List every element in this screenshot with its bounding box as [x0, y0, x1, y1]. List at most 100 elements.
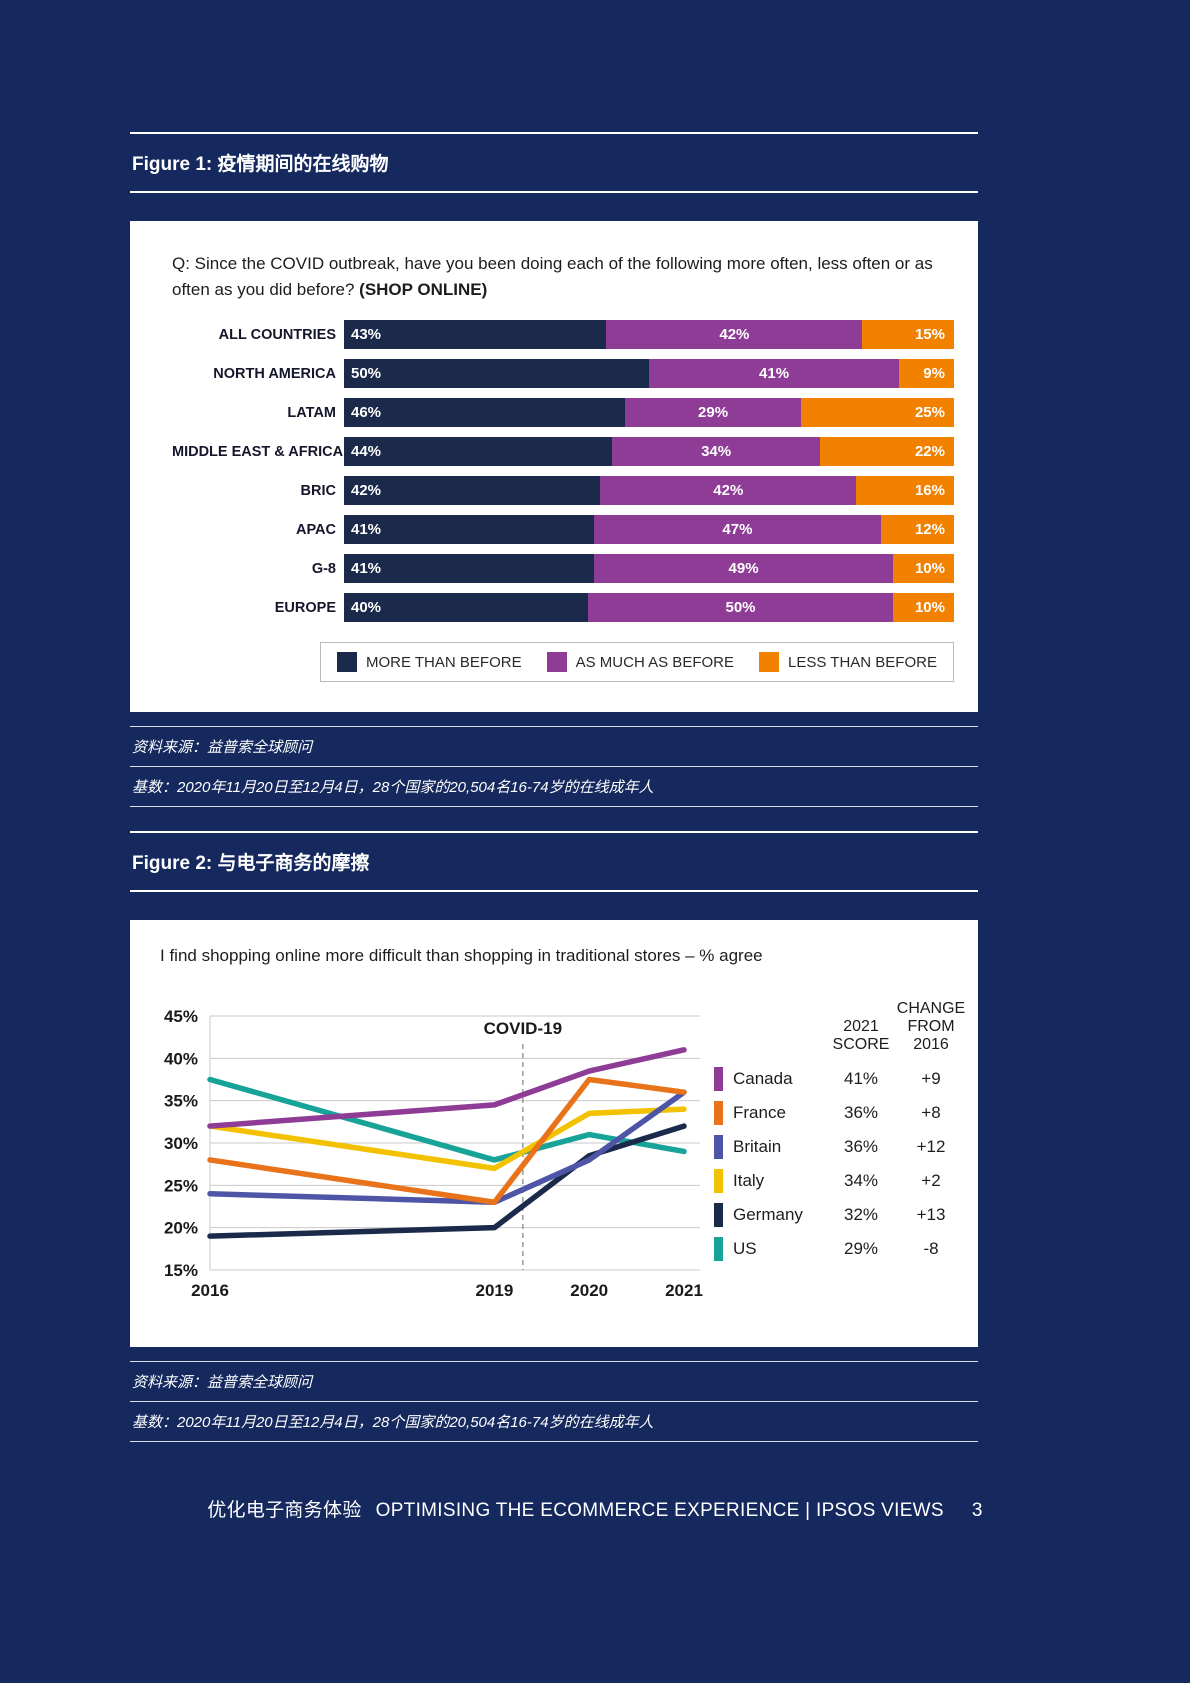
legend-swatch	[759, 652, 780, 672]
bar-category-label: G-8	[311, 560, 336, 577]
legend-item: MORE THAN BEFORE	[337, 652, 522, 672]
bar-segment-more-than-before: 50%	[344, 359, 649, 388]
line-legend-country: France	[714, 1100, 830, 1125]
bar-track: 50% 41% 9%	[344, 359, 954, 388]
line-legend-row: US 29% -8	[714, 1232, 970, 1266]
bar-value-label: 29%	[698, 404, 729, 421]
bar-track: 41% 49% 10%	[344, 554, 954, 583]
x-axis-tick-label: 2021	[665, 1281, 703, 1300]
bar-value-label: 9%	[923, 365, 945, 382]
line-legend-country-label: Canada	[733, 1068, 793, 1088]
bar-row: EUROPE 40% 50% 10%	[172, 593, 954, 622]
bar-value-label: 44%	[351, 443, 382, 460]
bar-value-label: 40%	[351, 599, 382, 616]
legend-swatch	[337, 652, 357, 672]
series-line-france	[207, 1076, 687, 1206]
line-legend-row: Canada 41% +9	[714, 1062, 970, 1096]
bar-value-label: 16%	[914, 482, 945, 499]
line-legend-score: 32%	[843, 1204, 879, 1224]
bar-value-label: 42%	[351, 482, 382, 499]
bar-track: 44% 34% 22%	[344, 437, 954, 466]
covid-annotation-label: COVID-19	[484, 1019, 562, 1038]
figure1-question: Q: Since the COVID outbreak, have you be…	[172, 251, 947, 302]
line-legend-swatch	[714, 1236, 723, 1261]
legend-label: LESS THAN BEFORE	[788, 653, 937, 671]
bar-chart-legend: MORE THAN BEFORE AS MUCH AS BEFORE LESS TH…	[320, 642, 954, 682]
line-chart: 15% 20% 25% 30% 35% 40% 45% 2016 2019 2020 2021 COV…	[152, 970, 712, 1319]
bar-value-label: 41%	[759, 365, 790, 382]
bar-row: NORTH AMERICA 50% 41% 9%	[172, 359, 954, 388]
bar-value-label: 46%	[351, 404, 382, 421]
bar-value-label: 42%	[719, 326, 750, 343]
line-legend-row: Germany 32% +13	[714, 1198, 970, 1232]
line-legend-change: +13	[916, 1204, 946, 1224]
bar-segment-less-than-before: 12%	[880, 515, 954, 544]
bar-segment-less-than-before: 22%	[819, 437, 954, 466]
line-legend-country-label: Italy	[733, 1170, 765, 1190]
change-column-header: CHANGE FROM 2016	[896, 1000, 966, 1053]
bar-category-label: ALL COUNTRIES	[218, 326, 336, 343]
bar-row: G-8 41% 49% 10%	[172, 554, 954, 583]
line-legend-change: +2	[921, 1170, 941, 1190]
line-legend-country-label: US	[733, 1238, 757, 1258]
line-legend-country-label: France	[733, 1102, 786, 1122]
bar-value-label: 47%	[722, 521, 753, 538]
bar-value-label: 25%	[914, 404, 945, 421]
bar-value-label: 49%	[728, 560, 759, 577]
legend-label: MORE THAN BEFORE	[366, 653, 522, 671]
y-axis-tick-label: 30%	[164, 1134, 198, 1153]
bar-segment-more-than-before: 40%	[344, 593, 588, 622]
bar-segment-less-than-before: 9%	[899, 359, 954, 388]
line-legend-country: Italy	[714, 1168, 830, 1193]
line-legend-header: 2021 SCORE CHANGE FROM 2016	[714, 1000, 970, 1054]
figure1-heading: Figure 1: 疫情期间的在线购物	[130, 132, 978, 193]
bar-value-label: 41%	[351, 521, 382, 538]
line-legend-swatch	[714, 1134, 723, 1159]
bar-segment-less-than-before: 10%	[893, 593, 954, 622]
bar-value-label: 22%	[914, 443, 945, 460]
bar-value-label: 50%	[725, 599, 756, 616]
line-legend-country-label: Germany	[733, 1204, 803, 1224]
bar-segment-as-much-as-before: 42%	[600, 476, 857, 505]
bar-track: 42% 42% 16%	[344, 476, 954, 505]
line-chart-area: 15% 20% 25% 30% 35% 40% 45% 2016 2019 2020 2021 COV…	[152, 970, 965, 1319]
line-legend-country-label: Britain	[733, 1136, 782, 1156]
figure2-heading-title: 与电子商务的摩擦	[217, 853, 370, 874]
score-column-header: 2021 SCORE	[832, 1017, 890, 1053]
bar-segment-more-than-before: 46%	[344, 398, 625, 427]
line-legend-change: -8	[923, 1238, 939, 1258]
y-axis-tick-label: 45%	[164, 1007, 198, 1026]
source-line: 基数：2020年11月20日至12月4日，28个国家的20,504名16-74岁…	[130, 766, 978, 806]
legend-swatch	[546, 652, 567, 672]
bar-category-label: LATAM	[287, 404, 336, 421]
series-line-canada	[207, 1047, 687, 1129]
legend-label: AS MUCH AS BEFORE	[575, 653, 734, 671]
bar-row: APAC 41% 47% 12%	[172, 515, 954, 544]
bar-category-label: EUROPE	[274, 599, 336, 616]
bar-segment-as-much-as-before: 47%	[594, 515, 881, 544]
bar-segment-less-than-before: 25%	[801, 398, 954, 427]
line-legend-row: Britain 36% +12	[714, 1130, 970, 1164]
line-legend-swatch	[714, 1066, 723, 1091]
bar-segment-as-much-as-before: 29%	[624, 398, 802, 427]
line-legend-country: Britain	[714, 1134, 830, 1159]
bar-track: 46% 29% 25%	[344, 398, 954, 427]
figure1-source: 资料来源：益普索全球顾问 基数：2020年11月20日至12月4日，28个国家的…	[130, 726, 978, 807]
figure2-heading-prefix: Figure 2:	[132, 853, 213, 874]
footer-title-en: OPTIMISING THE ECOMMERCE EXPERIENCE | IP…	[375, 1500, 944, 1521]
line-legend-change: +12	[916, 1136, 946, 1156]
line-legend-score: 41%	[843, 1068, 879, 1088]
bar-track: 41% 47% 12%	[344, 515, 954, 544]
line-legend-score: 34%	[843, 1170, 879, 1190]
bar-segment-as-much-as-before: 50%	[588, 593, 893, 622]
figure2-source: 资料来源：益普索全球顾问 基数：2020年11月20日至12月4日，28个国家的…	[130, 1361, 978, 1442]
line-legend-swatch	[714, 1168, 723, 1193]
series-line-britain	[207, 1089, 687, 1206]
line-legend-score: 29%	[843, 1238, 879, 1258]
y-axis-tick-label: 35%	[164, 1092, 198, 1111]
bar-track: 40% 50% 10%	[344, 593, 954, 622]
bar-value-label: 43%	[351, 326, 382, 343]
x-axis-tick-label: 2020	[570, 1281, 608, 1300]
bar-value-label: 15%	[914, 326, 945, 343]
bar-segment-less-than-before: 16%	[856, 476, 954, 505]
